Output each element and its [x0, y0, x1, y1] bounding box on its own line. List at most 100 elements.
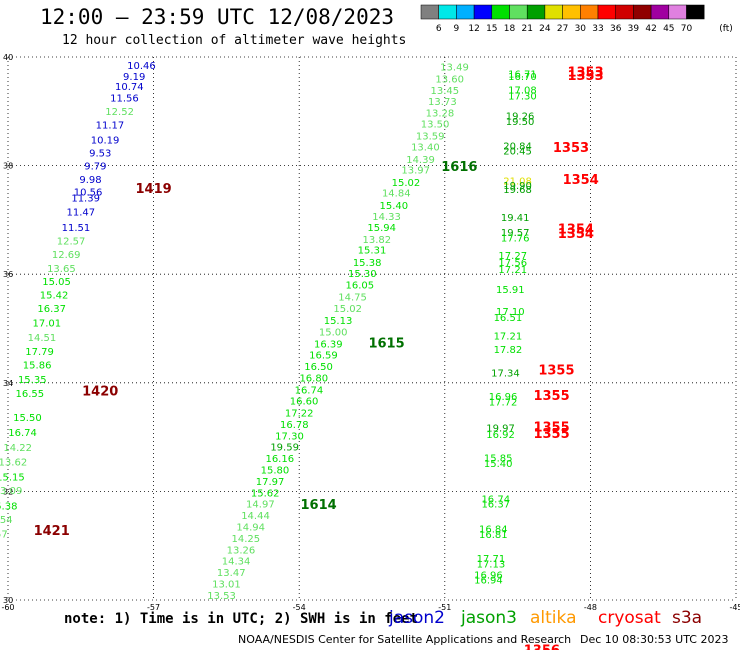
pass-number-label: 1614 — [301, 498, 337, 513]
legend-cryosat-label: cryosat — [598, 608, 661, 628]
wave-height-point: 16.16 — [265, 454, 294, 465]
legend-jason3-label: jason3 — [461, 608, 517, 628]
wave-height-point: 17.01 — [33, 318, 62, 329]
wave-height-point: 16.60 — [290, 397, 319, 408]
legend-cryosat: cryosat — [598, 608, 661, 628]
wave-height-point: 15.30 — [348, 269, 377, 280]
colorbar-swatch — [456, 4, 475, 20]
wave-height-point: 10.19 — [91, 135, 120, 146]
y-tick-label: 32 — [3, 487, 13, 496]
legend-altika-label: altika — [530, 608, 577, 628]
wave-height-point: 19.97 — [486, 424, 515, 435]
wave-height-point: 11.39 — [71, 193, 100, 204]
chart-subtitle: 12 hour collection of altimeter wave hei… — [62, 33, 407, 48]
wave-height-point: 14.94 — [236, 522, 265, 533]
wave-height-point: 15.40 — [484, 459, 513, 470]
wave-height-point: 17.22 — [285, 408, 314, 419]
legend-s3a-label: s3a — [672, 608, 703, 628]
wave-height-point: 14.25 — [231, 534, 260, 545]
colorbar-label: 21 — [521, 24, 532, 34]
wave-height-point: 19.68 — [503, 185, 532, 196]
wave-height-point: 13.82 — [363, 235, 392, 246]
wave-height-point: 13.62 — [0, 457, 27, 468]
wave-height-point: 15.31 — [358, 246, 387, 257]
wave-height-point: 11.17 — [96, 121, 125, 132]
credit-text: NOAA/NESDIS Center for Satellite Applica… — [238, 633, 572, 646]
wave-height-point: 17.76 — [501, 234, 530, 245]
legend-jason2-label: jason2 — [389, 608, 445, 628]
colorbar-swatch — [544, 4, 563, 20]
wave-height-point: 16.78 — [280, 420, 309, 431]
wave-height-point: 17.10 — [496, 307, 525, 318]
wave-height-point: 14.22 — [3, 443, 32, 454]
pass-number-label: 1354 — [558, 227, 594, 242]
pass-number-label: 1419 — [136, 182, 172, 197]
wave-height-point: 16.84 — [479, 525, 508, 536]
x-tick-label: -60 — [1, 603, 14, 612]
pass-number-label: 1356 — [524, 649, 560, 650]
colorbar-swatch — [650, 4, 670, 20]
wave-height-point: 16.37 — [37, 304, 66, 315]
x-tick-label: -51 — [438, 603, 451, 612]
wave-height-point: 14.97 — [246, 500, 275, 511]
pass-number-label: 1356 — [524, 643, 560, 650]
wave-height-point: 17.79 — [25, 347, 54, 358]
wave-height-point: 17.72 — [489, 398, 518, 409]
y-tick-label: 30 — [3, 596, 13, 605]
wave-height-point: 19.50 — [506, 117, 535, 128]
colorbar-label: 15 — [486, 24, 497, 34]
wave-height-point: 16.80 — [299, 374, 328, 385]
pass-number-label: 1355 — [533, 421, 569, 436]
wave-height-point: 17.56 — [498, 258, 527, 269]
colorbar-label: 12 — [468, 24, 479, 34]
wave-height-point: 17.34 — [491, 368, 520, 379]
colorbar-swatch — [633, 4, 652, 20]
wave-height-point: 17.71 — [477, 554, 506, 565]
wave-height-point: 15.02 — [392, 178, 421, 189]
wave-height-point: 20.84 — [503, 141, 532, 152]
y-tick-label: 36 — [3, 270, 13, 279]
legend-s3a: s3a — [672, 608, 702, 628]
wave-height-point: 16.70 — [508, 72, 537, 83]
colorbar-swatch — [491, 4, 510, 20]
colorbar-swatch — [597, 4, 616, 20]
wave-height-point: 13.60 — [435, 75, 464, 86]
wave-height-point: 21.08 — [503, 177, 532, 188]
pass-number-label: 1353 — [553, 141, 589, 156]
pass-number-label: 1354 — [563, 173, 599, 188]
x-tick-label: -54 — [293, 603, 306, 612]
wave-height-point: 14.75 — [338, 292, 367, 303]
wave-height-point: 17.27 — [498, 251, 527, 262]
wave-height-point: 16.74 — [295, 386, 324, 397]
wave-height-point: 19.59 — [270, 443, 299, 454]
wave-height-point: 15.62 — [251, 488, 280, 499]
colorbar-label: 18 — [504, 24, 516, 34]
wave-height-point: 13.28 — [426, 109, 455, 120]
x-tick-label: -48 — [584, 603, 597, 612]
wave-height-point: 15.05 — [42, 277, 71, 288]
y-tick-label: 34 — [3, 379, 13, 388]
wave-height-point: 15.42 — [40, 291, 69, 302]
wave-height-point: 15.15 — [0, 473, 25, 484]
wave-height-point: 13.49 — [440, 63, 469, 74]
wave-height-point: 19.90 — [503, 181, 532, 192]
colorbar-label: 27 — [557, 24, 568, 34]
wave-height-point: 14.39 — [406, 155, 435, 166]
wave-height-point: 16.71 — [508, 70, 537, 81]
wave-height-point: 20.45 — [503, 147, 532, 158]
wave-height-point: 14.51 — [28, 333, 57, 344]
pass-number-label: 1353 — [567, 69, 603, 84]
wave-height-point: 11.51 — [62, 223, 91, 234]
wave-height-point: 17.21 — [494, 331, 523, 342]
wave-height-point: 10.74 — [115, 82, 144, 93]
wave-height-point: 15.13 — [324, 316, 353, 327]
wave-height-point: 9.79 — [84, 161, 106, 172]
wave-height-point: 16.55 — [16, 389, 45, 400]
colorbar-swatch — [420, 4, 439, 20]
pass-number-label: 1354 — [558, 222, 594, 237]
wave-height-point: 15.38 — [0, 501, 17, 512]
wave-height-point: 12.57 — [57, 236, 86, 247]
x-tick-label: -57 — [147, 603, 160, 612]
legend-altika: altika — [530, 608, 577, 628]
pass-number-label: 1355 — [533, 427, 569, 442]
